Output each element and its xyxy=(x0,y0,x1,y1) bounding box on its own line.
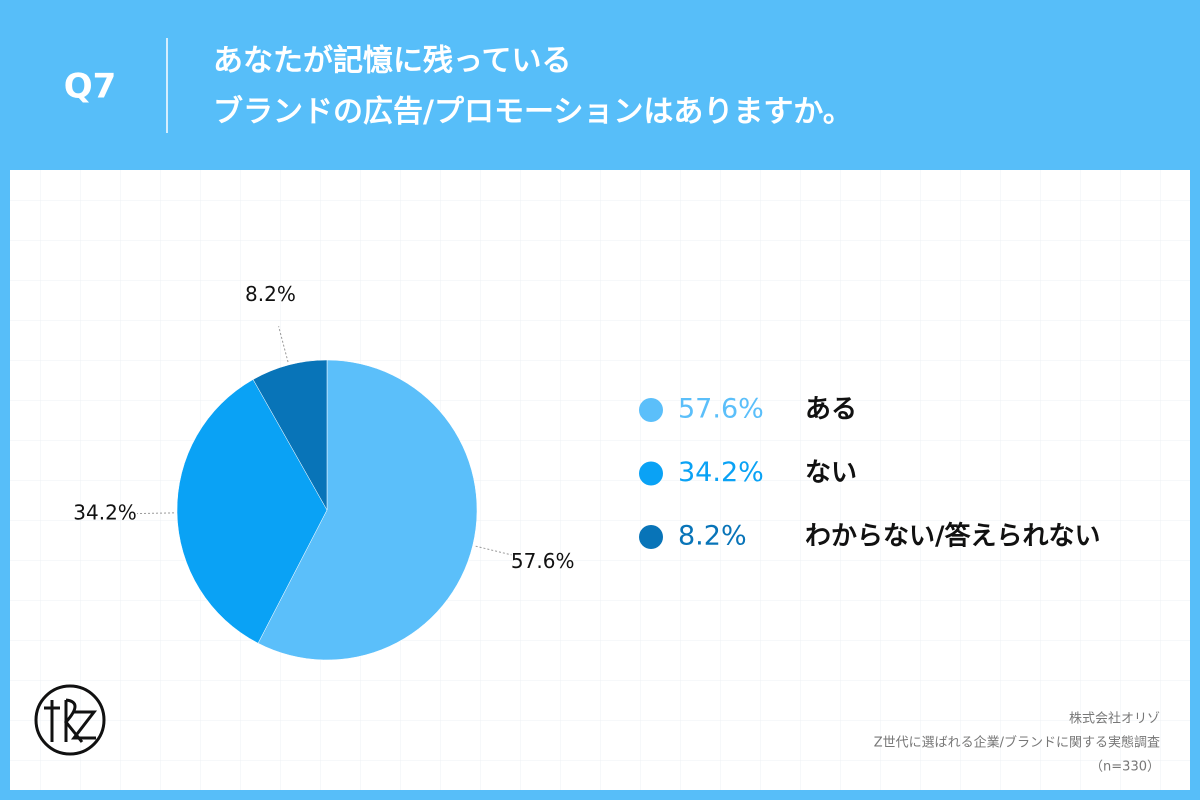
legend-marker xyxy=(639,398,663,422)
slice-label: 57.6% xyxy=(511,549,575,573)
legend-label: わからない/答えられない xyxy=(805,521,1101,552)
legend-value: 34.2% xyxy=(678,457,764,488)
title-line: ブランドの広告/プロモーションはありますか。 xyxy=(213,95,853,130)
legend-label: ない xyxy=(805,458,857,488)
legend-label: ある xyxy=(805,395,857,425)
legend-marker xyxy=(639,525,663,549)
legend-value: 57.6% xyxy=(678,394,764,425)
pie-slice xyxy=(176,379,328,644)
source-line: （n=330） xyxy=(1090,760,1160,775)
title-line: あなたが記憶に残っている xyxy=(213,44,572,79)
source-line: 株式会社オリゾ xyxy=(1069,711,1160,727)
legend-value: 8.2% xyxy=(678,521,747,552)
question-number: Q7 xyxy=(64,67,117,107)
pie-slice xyxy=(252,359,328,511)
logo xyxy=(34,684,106,756)
legend-marker xyxy=(639,461,663,486)
source-line: Z世代に選ばれる企業/ブランドに関する実態調査 xyxy=(874,735,1160,751)
slice-label: 34.2% xyxy=(73,501,137,525)
slice-label: 8.2% xyxy=(245,282,296,306)
pie-slice xyxy=(257,359,478,661)
